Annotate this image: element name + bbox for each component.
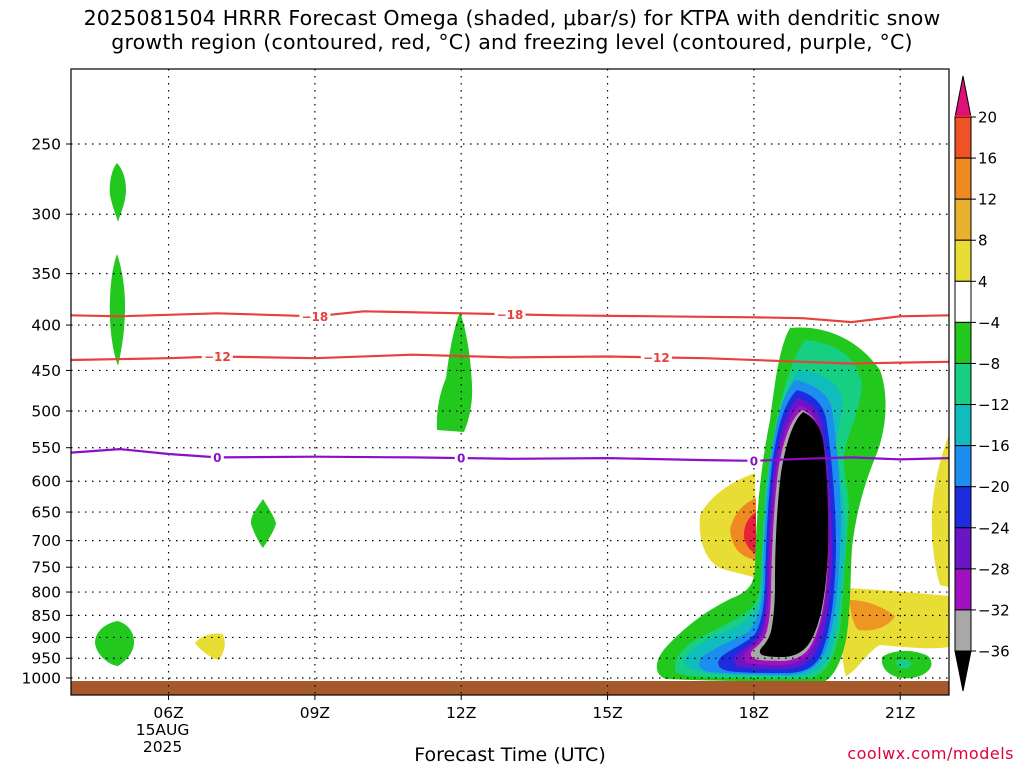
contour--18 [70,310,950,324]
y-tick-label-650: 650 [31,504,61,522]
y-tick-label-850: 850 [31,607,61,625]
y-tick-label-450: 450 [31,362,61,380]
temperature-contours: −18 −18 −12 −12 0 0 0 [70,307,950,468]
colorbar-swatch-0 [954,116,972,159]
y-tick-label-400: 400 [31,317,61,335]
colorbar: 20 16 12 8 4 −4 −8 −12 −16 −20 −24 −28 −32 −36 [954,75,1010,692]
contour-label-bg [494,307,526,322]
contour-label--18: −18 [302,310,329,324]
contour-label--12: −12 [643,351,670,365]
contour-label--12: −12 [204,350,231,364]
colorbar-label-7: −12 [978,396,1010,414]
colorbar-top-band [955,115,971,117]
colorbar-label-0: 20 [978,109,997,127]
colorbar-swatch-8 [954,445,972,488]
contour-label-bg [201,349,233,364]
title-line-1: 2025081504 HRRR Forecast Omega (shaded, … [83,6,941,30]
colorbar-label-1: 16 [978,150,997,168]
colorbar-swatch-1 [954,157,972,200]
colorbar-swatch-12 [954,609,972,652]
y-tick-label-1000: 1000 [22,670,61,688]
omega-blob-diamond [250,499,276,548]
colorbar-swatch-5 [954,321,972,364]
omega-red-cell [743,512,756,553]
colorbar-label-8: −16 [978,437,1010,455]
omega-blob-yellow-small [195,633,225,660]
colorbar-label-13: −36 [978,643,1010,661]
colorbar-swatch-3 [954,239,972,282]
x-tick-sublabel-15AUG: 15AUG [136,721,190,739]
y-axis-labels: 250 300 350 400 450 500 550 600 650 700 750 800 850 9… [22,136,71,688]
colorbar-swatch-9 [954,486,972,529]
contour-label-0: 0 [750,454,758,468]
x-tick-label-18Z: 18Z [739,704,769,722]
x-tick-sublabel-2025: 2025 [143,738,182,756]
credit-link[interactable]: coolwx.com/models [847,744,1014,763]
omega-blob-upper-left [109,163,126,222]
y-tick-label-700: 700 [31,532,61,550]
y-tick-label-250: 250 [31,136,61,154]
y-tick-label-600: 600 [31,473,61,491]
y-tick-label-300: 300 [31,206,61,224]
omega-blob-12z [436,312,473,432]
omega-orange-lower-right [850,600,895,631]
y-tick-label-950: 950 [31,650,61,668]
colorbar-top-triangle [954,75,972,118]
omega-blob-lower-left [95,621,135,666]
omega-tower-black [759,412,829,657]
colorbar-label-12: −32 [978,601,1010,619]
colorbar-label-2: 12 [978,191,997,209]
x-tick-label-21Z: 21Z [885,704,915,722]
ground-strip [71,681,949,695]
contour-label-bg [299,309,331,324]
colorbar-label-10: −24 [978,519,1010,537]
x-tick-label-15Z: 15Z [592,704,622,722]
colorbar-label-11: −28 [978,560,1010,578]
contour-label-0: 0 [213,451,221,465]
colorbar-label-6: −8 [978,355,1000,373]
title-line-2: growth region (contoured, red, °C) and f… [111,30,913,54]
y-tick-label-550: 550 [31,439,61,457]
y-tick-label-800: 800 [31,584,61,602]
contour-label-bg [210,450,224,465]
x-axis-title: Forecast Time (UTC) [414,744,606,766]
colorbar-swatch-10 [954,527,972,570]
x-tick-label-09Z: 09Z [300,704,330,722]
colorbar-label-3: 8 [978,232,988,250]
plot-frame [70,68,950,696]
y-tick-label-750: 750 [31,559,61,577]
contour-0 [70,447,950,462]
omega-cyan-lower-right [895,659,912,669]
x-tick-label-06Z: 06Z [153,704,183,722]
omega-shading [95,163,949,685]
colorbar-swatch-4 [954,280,972,323]
colorbar-label-4: 4 [978,273,988,291]
omega-blob-mid-left [109,254,125,366]
contour-label-bg [640,350,672,365]
x-tick-label-12Z: 12Z [446,704,476,722]
y-tick-label-350: 350 [31,265,61,283]
colorbar-swatch-2 [954,198,972,241]
chart-title: 2025081504 HRRR Forecast Omega (shaded, … [0,6,1024,54]
contour-label-bg [454,451,468,466]
contour-label-bg [747,453,761,468]
colorbar-label-5: −4 [978,314,1000,332]
contour-label-0: 0 [457,452,465,466]
contour-label--18: −18 [497,308,524,322]
colorbar-swatch-7 [954,404,972,447]
y-tick-label-900: 900 [31,629,61,647]
colorbar-label-9: −20 [978,478,1010,496]
colorbar-bottom-triangle [954,650,972,692]
y-tick-label-500: 500 [31,403,61,421]
colorbar-swatch-11 [954,568,972,611]
omega-yellow-right-edge [931,435,949,587]
colorbar-swatch-6 [954,362,972,406]
